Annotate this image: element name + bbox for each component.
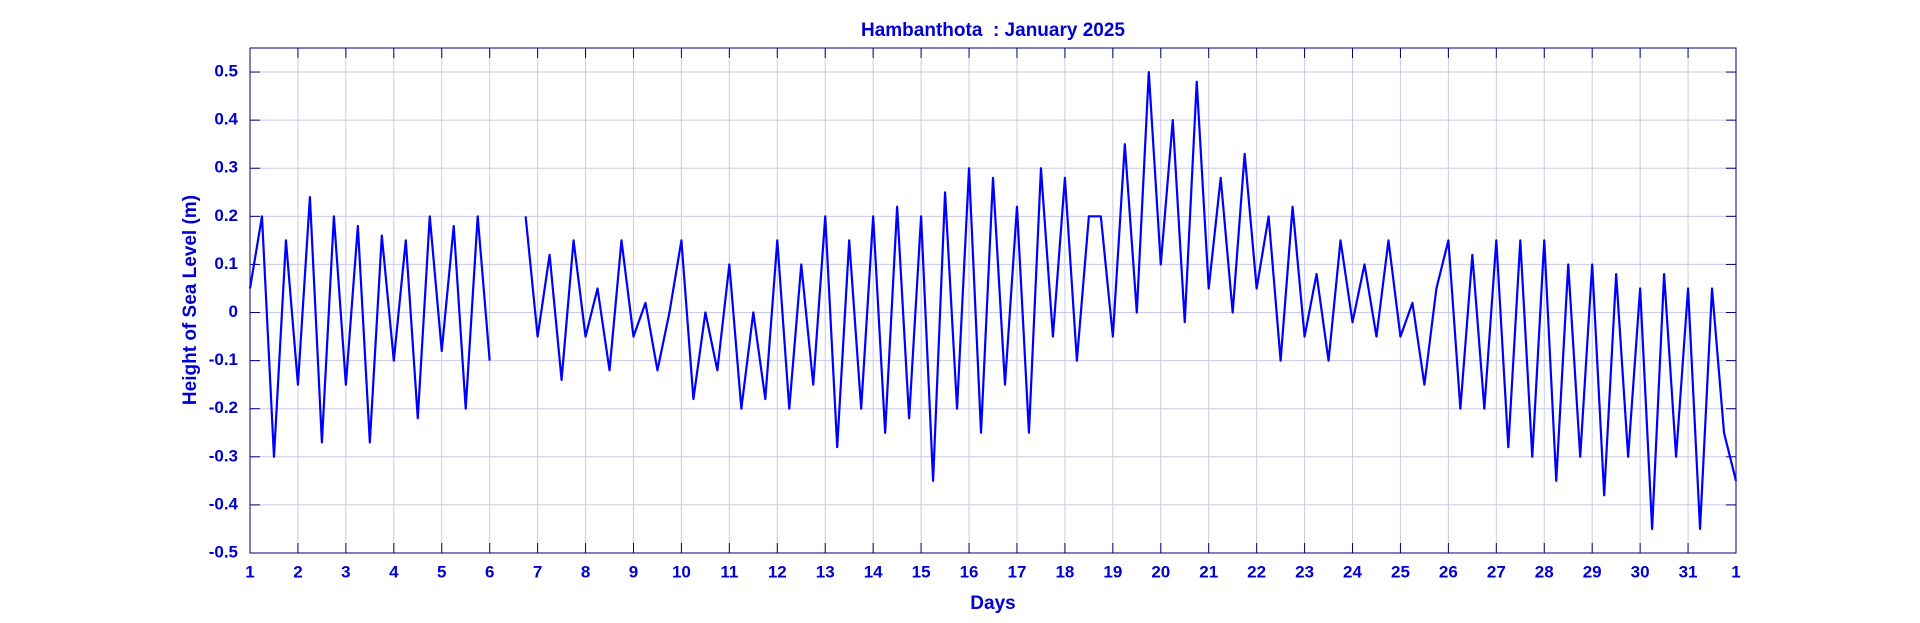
x-tick-label: 14 (864, 562, 883, 581)
x-tick-label: 26 (1439, 562, 1458, 581)
x-tick-label: 25 (1391, 562, 1410, 581)
x-tick-label: 10 (672, 562, 691, 581)
x-tick-label: 19 (1103, 562, 1122, 581)
y-tick-label: -0.1 (209, 350, 238, 369)
y-tick-label: 0.2 (214, 206, 238, 225)
x-tick-label: 13 (816, 562, 835, 581)
x-tick-label: 28 (1535, 562, 1554, 581)
x-tick-label: 11 (720, 562, 738, 581)
x-tick-label: 30 (1631, 562, 1650, 581)
y-tick-label: 0.5 (214, 62, 238, 81)
x-tick-label: 24 (1343, 562, 1362, 581)
x-tick-label: 23 (1295, 562, 1314, 581)
x-tick-label: 6 (485, 562, 494, 581)
x-tick-label: 4 (389, 562, 399, 581)
x-tick-label: 15 (912, 562, 931, 581)
y-axis-label: Height of Sea Level (m) (180, 195, 201, 405)
x-tick-label: 21 (1199, 562, 1218, 581)
x-tick-label: 8 (581, 562, 590, 581)
y-tick-label: -0.2 (209, 398, 238, 417)
sea-level-line (248, 70, 1738, 531)
x-tick-label: 3 (341, 562, 350, 581)
chart-title: Hambanthota : January 2025 (861, 20, 1125, 41)
y-tick-label: 0.1 (214, 254, 238, 273)
x-tick-label: 18 (1055, 562, 1074, 581)
y-tick-label: -0.4 (209, 494, 239, 513)
x-tick-label: 9 (629, 562, 638, 581)
y-tick-label: 0.4 (214, 110, 238, 129)
plot-frame (249, 47, 1737, 554)
x-tick-label: 17 (1008, 562, 1027, 581)
x-tick-label: 1 (1731, 562, 1740, 581)
x-tick-label: 16 (960, 562, 979, 581)
x-tick-label: 22 (1247, 562, 1266, 581)
x-tick-label: 12 (768, 562, 787, 581)
x-tick-label: 5 (437, 562, 446, 581)
x-tick-label: 31 (1679, 562, 1698, 581)
x-tick-label: 1 (245, 562, 254, 581)
x-tick-label: 7 (533, 562, 542, 581)
y-tick-label: -0.5 (209, 542, 238, 561)
x-tick-label: 2 (293, 562, 302, 581)
y-tick-label: -0.3 (209, 446, 238, 465)
y-tick-label: 0.3 (214, 158, 238, 177)
x-tick-label: 20 (1151, 562, 1170, 581)
x-tick-label: 27 (1487, 562, 1506, 581)
y-tick-label: 0 (229, 302, 238, 321)
x-axis-label: Days (970, 593, 1015, 614)
x-tick-label: 29 (1583, 562, 1602, 581)
